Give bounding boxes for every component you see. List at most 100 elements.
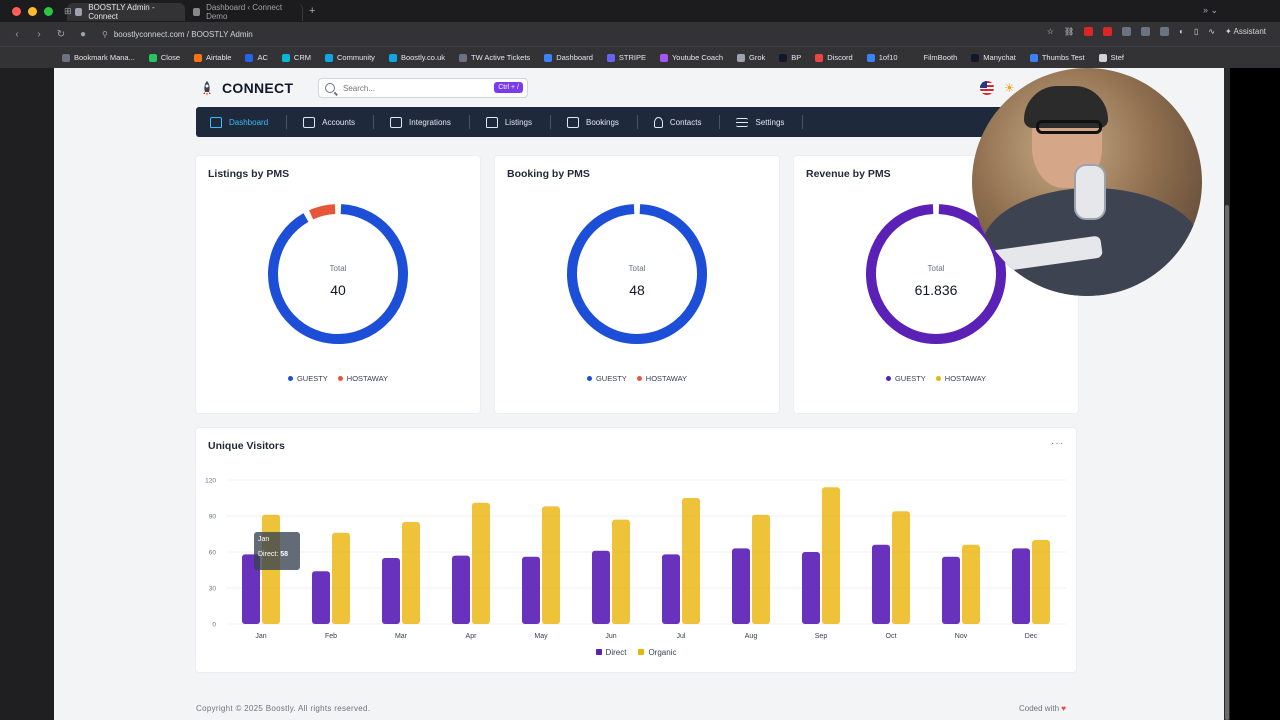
- search-box[interactable]: Ctrl + /: [318, 78, 528, 98]
- theme-sun-icon[interactable]: ☀: [1004, 81, 1015, 95]
- sidebar-icon[interactable]: ▯: [1193, 27, 1199, 36]
- bookmark-item[interactable]: AC: [245, 53, 268, 62]
- legend-item-hostaway[interactable]: HOSTAWAY: [935, 374, 986, 383]
- legend-item-hostaway[interactable]: HOSTAWAY: [636, 374, 687, 383]
- bookmark-item[interactable]: Thumbs Test: [1029, 53, 1085, 62]
- nav-item-integrations[interactable]: Integrations: [390, 115, 470, 129]
- bookmark-item[interactable]: Youtube Coach: [659, 53, 723, 62]
- bar-direct-dec[interactable]: [1012, 548, 1030, 624]
- bookmark-item[interactable]: Grok: [737, 53, 765, 62]
- back-icon[interactable]: ‹: [15, 28, 19, 40]
- more-bookmarks-icon[interactable]: »: [1202, 5, 1208, 15]
- audio-icon[interactable]: ∿: [1208, 27, 1216, 36]
- bar-direct-jul[interactable]: [662, 554, 680, 624]
- bookmark-item[interactable]: TW Active Tickets: [459, 53, 530, 62]
- bar-direct-aug[interactable]: [732, 548, 750, 624]
- tab-label: BOOSTLY Admin - Connect: [88, 3, 155, 21]
- bar-direct-sep[interactable]: [802, 552, 820, 624]
- browser-tab[interactable]: Dashboard ‹ Connect Demo: [185, 3, 303, 21]
- extension-icon[interactable]: [1084, 27, 1094, 36]
- x-tick-label: Jul: [677, 633, 686, 640]
- bookmark-item[interactable]: Close: [148, 53, 180, 62]
- bookmark-item[interactable]: FilmBooth: [911, 53, 957, 62]
- extension-icon[interactable]: [1103, 27, 1113, 36]
- window-controls[interactable]: [12, 6, 53, 16]
- bookmark-item[interactable]: Community: [325, 53, 375, 62]
- bookmark-item[interactable]: Bookmark Mana...: [62, 53, 135, 62]
- bookmark-item[interactable]: BP: [779, 53, 801, 62]
- search-input[interactable]: [343, 83, 483, 93]
- link-icon[interactable]: ⛓: [1063, 27, 1075, 36]
- browser-tab-active[interactable]: BOOSTLY Admin - Connect: [67, 3, 185, 21]
- bar-organic-feb[interactable]: [332, 532, 350, 624]
- bookmark-item[interactable]: 1of10: [866, 53, 898, 62]
- bookmark-item[interactable]: Discord: [815, 53, 853, 62]
- nav-item-accounts[interactable]: Accounts: [303, 115, 375, 129]
- close-window-button[interactable]: [12, 6, 21, 16]
- bar-organic-nov[interactable]: [962, 544, 980, 624]
- bookmark-label: Airtable: [206, 53, 232, 62]
- minimize-window-button[interactable]: [28, 6, 37, 16]
- extension-icon[interactable]: [1141, 27, 1151, 36]
- main-nav: Dashboard Accounts Integrations Listings Boo…: [196, 107, 1074, 137]
- new-tab-icon[interactable]: +: [309, 5, 316, 17]
- more-options-icon[interactable]: ···: [1051, 438, 1064, 449]
- bookmark-item[interactable]: Stef: [1098, 53, 1124, 62]
- bar-organic-apr[interactable]: [472, 502, 490, 624]
- donut-segment-guesty[interactable]: [567, 204, 707, 344]
- bar-organic-sep[interactable]: [822, 487, 840, 624]
- scrollbar-thumb[interactable]: [1225, 205, 1229, 720]
- us-flag-language-icon[interactable]: [980, 81, 994, 95]
- extensions-icon[interactable]: ◐: [1179, 27, 1184, 36]
- brand[interactable]: CONNECT: [200, 80, 293, 96]
- x-tick-label: Aug: [745, 633, 758, 640]
- bookmark-item[interactable]: Dashboard: [544, 53, 593, 62]
- nav-item-dashboard[interactable]: Dashboard: [210, 115, 288, 129]
- bar-direct-feb[interactable]: [312, 571, 330, 624]
- bar-organic-dec[interactable]: [1032, 540, 1050, 624]
- bookmark-item[interactable]: STRIPE: [606, 53, 646, 62]
- microphone-icon[interactable]: ●: [79, 28, 87, 40]
- legend-item-guesty[interactable]: GUESTY: [586, 374, 627, 383]
- bar-direct-may[interactable]: [522, 556, 540, 624]
- url-field[interactable]: ⚲ boostlyconnect.com / BOOSTLY Admin: [102, 30, 253, 39]
- legend-item-guesty[interactable]: GUESTY: [885, 374, 926, 383]
- bar-direct-apr[interactable]: [452, 555, 470, 624]
- legend-item-organic[interactable]: Organic: [638, 648, 676, 657]
- bar-direct-jan[interactable]: [242, 554, 260, 624]
- donut-legend: GUESTY HOSTAWAY: [196, 374, 480, 383]
- nav-item-settings[interactable]: Settings: [736, 115, 804, 129]
- bookmark-star-icon[interactable]: ☆: [1046, 27, 1054, 36]
- nav-item-contacts[interactable]: Contacts: [653, 115, 721, 129]
- bookmark-item[interactable]: Boostly.co.uk: [388, 53, 445, 62]
- legend-item-direct[interactable]: Direct: [595, 648, 626, 657]
- bar-direct-oct[interactable]: [872, 544, 890, 624]
- bookmark-item[interactable]: CRM: [281, 53, 311, 62]
- bar-organic-jun[interactable]: [612, 519, 630, 624]
- nav-item-listings[interactable]: Listings: [485, 115, 551, 129]
- bookmark-item[interactable]: Manychat: [971, 53, 1016, 62]
- maximize-window-button[interactable]: [44, 6, 53, 16]
- camera-icon[interactable]: [1160, 27, 1170, 36]
- bar-direct-nov[interactable]: [942, 556, 960, 624]
- bookmark-favicon-icon: [245, 53, 254, 62]
- bar-organic-oct[interactable]: [892, 511, 910, 624]
- bar-organic-mar[interactable]: [402, 522, 420, 624]
- reload-icon[interactable]: ↻: [56, 28, 66, 40]
- donut-segment-hostaway[interactable]: [309, 204, 336, 220]
- bar-organic-jul[interactable]: [682, 498, 700, 624]
- donut-segment-guesty[interactable]: [268, 204, 408, 344]
- bookmark-item[interactable]: Airtable: [194, 53, 231, 62]
- bar-organic-aug[interactable]: [752, 514, 770, 624]
- extension-icon[interactable]: [1122, 27, 1132, 36]
- assistant-button[interactable]: ✦ Assistant: [1225, 27, 1266, 36]
- legend-item-guesty[interactable]: GUESTY: [287, 374, 328, 383]
- forward-icon[interactable]: ›: [37, 28, 41, 40]
- legend-item-hostaway[interactable]: HOSTAWAY: [337, 374, 388, 383]
- tab-list-chevron-icon[interactable]: ⌄: [1210, 5, 1218, 15]
- bar-organic-may[interactable]: [542, 506, 560, 624]
- nav-item-bookings[interactable]: Bookings: [566, 115, 638, 129]
- bar-direct-mar[interactable]: [382, 558, 400, 624]
- apps-grid-icon[interactable]: ⊞: [64, 6, 72, 16]
- bar-direct-jun[interactable]: [592, 550, 610, 624]
